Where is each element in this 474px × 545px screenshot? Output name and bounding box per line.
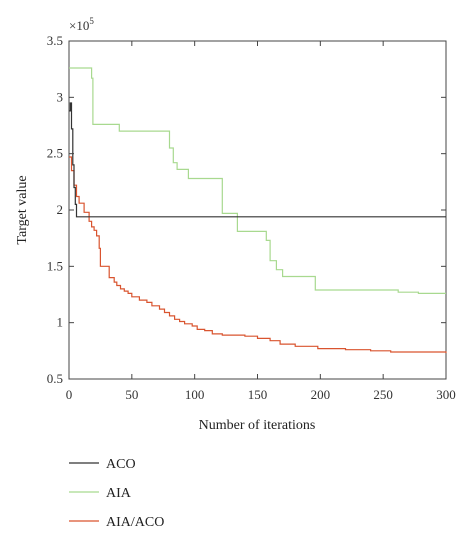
legend-item-aco: ACO [69, 457, 136, 472]
x-axis-title: Number of iterations [199, 418, 316, 433]
x-tick-label: 250 [373, 387, 393, 402]
legend: ACO AIA AIA/ACO [69, 457, 164, 530]
x-tick-label: 150 [248, 387, 268, 402]
y-tick-label: 1 [57, 315, 64, 330]
x-tick-label: 100 [185, 387, 205, 402]
x-tick-label: 0 [66, 387, 73, 402]
legend-label-aia: AIA [106, 486, 132, 501]
x-tick-label: 50 [125, 387, 138, 402]
y-tick-label: 3.5 [47, 33, 63, 48]
y-tick-label: 1.5 [47, 258, 63, 273]
series-layer [69, 67, 447, 354]
y-axis-title: Target value [15, 175, 30, 244]
legend-label-aco: ACO [106, 457, 136, 472]
legend-label-aia-aco: AIA/ACO [106, 515, 164, 530]
x-axis: 0 50 100 150 200 250 300 [66, 41, 456, 402]
y-tick-label: 0.5 [47, 371, 63, 386]
legend-item-aia: AIA [69, 486, 132, 501]
y-tick-label: 2 [57, 202, 64, 217]
x-tick-label: 300 [436, 387, 456, 402]
plot-frame [68, 40, 447, 380]
x-tick-label: 200 [311, 387, 331, 402]
series-line-aco [69, 102, 446, 218]
y-tick-label: 3 [57, 89, 64, 104]
series-line-aia-aco [69, 156, 447, 354]
y-axis: 0.5 1 1.5 2 2.5 3 3.5 [47, 33, 446, 386]
y-tick-label: 2.5 [47, 146, 63, 161]
series-line-aia [69, 67, 446, 294]
y-multiplier-label: ×105 [69, 16, 94, 33]
legend-item-aia-aco: AIA/ACO [69, 515, 164, 530]
